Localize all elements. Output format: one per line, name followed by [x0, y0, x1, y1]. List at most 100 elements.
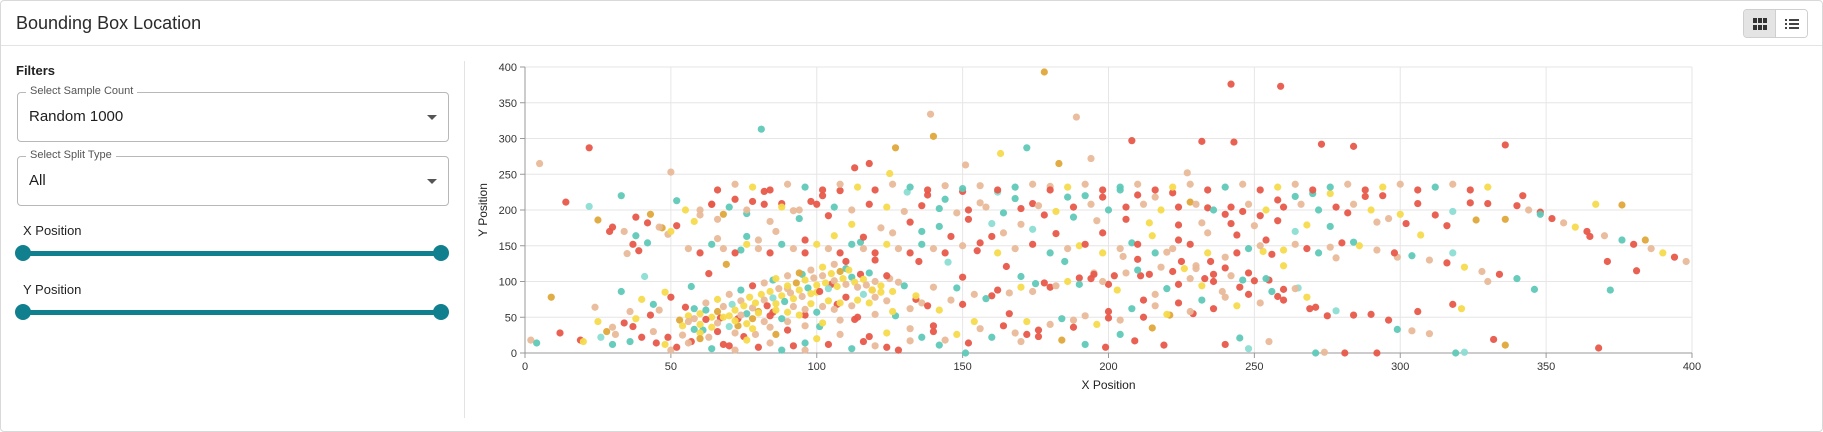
- scatter-point: [1314, 249, 1323, 257]
- scatter-point: [836, 267, 844, 276]
- scatter-point: [926, 110, 935, 118]
- scatter-point: [1186, 240, 1194, 248]
- scatter-point: [810, 274, 818, 282]
- y-tick-label: 150: [499, 241, 517, 253]
- scatter-point: [731, 306, 739, 314]
- scatter-point: [664, 333, 672, 341]
- scatter-point: [696, 206, 704, 214]
- scatter-point: [617, 192, 625, 200]
- grid-view-icon: [1752, 17, 1767, 30]
- scatter-point: [1163, 248, 1171, 256]
- scatter-point: [1449, 180, 1457, 188]
- scatter-point: [1256, 299, 1264, 307]
- scatter-point: [1201, 275, 1209, 283]
- scatter-point: [871, 342, 879, 350]
- scatter-point: [1259, 247, 1267, 256]
- scatter-point: [818, 186, 827, 194]
- scatter-point: [848, 206, 856, 214]
- scatter-point: [783, 317, 792, 326]
- scatter-point: [924, 191, 932, 199]
- scatter-point: [900, 282, 908, 290]
- scatter-point: [1314, 206, 1323, 214]
- scatter-point: [702, 299, 710, 307]
- y-tick-label: 350: [499, 98, 517, 110]
- scatter-point: [871, 277, 879, 286]
- scatter-point: [1221, 253, 1229, 261]
- scatter-point: [1122, 215, 1130, 223]
- scatter-point: [1595, 344, 1603, 352]
- scatter-point: [894, 245, 903, 253]
- scatter-point: [748, 197, 757, 206]
- scatter-point: [853, 296, 862, 304]
- scatter-point: [708, 323, 716, 331]
- scatter-point: [889, 180, 897, 188]
- scatter-point: [935, 204, 943, 213]
- scatter-point: [748, 325, 757, 333]
- scatter-point: [859, 275, 868, 283]
- y-position-track[interactable]: [23, 310, 441, 315]
- scatter-point: [795, 269, 803, 277]
- x-position-min-handle[interactable]: [15, 245, 31, 261]
- scatter-point: [929, 132, 938, 140]
- scatter-point: [763, 302, 771, 310]
- split-type-select[interactable]: Select Split Type All: [17, 149, 449, 206]
- scatter-point: [818, 263, 827, 271]
- y-position-label: Y Position: [23, 282, 82, 297]
- scatter-point: [713, 307, 722, 316]
- scatter-point: [1548, 214, 1556, 223]
- scatter-point: [641, 272, 649, 281]
- list-view-button[interactable]: [1775, 10, 1807, 37]
- scatter-point: [778, 346, 786, 354]
- scatter-point: [830, 260, 838, 268]
- scatter-point: [1005, 310, 1013, 318]
- x-position-track[interactable]: [23, 251, 441, 256]
- scatter-point: [813, 200, 821, 208]
- scatter-point: [713, 319, 722, 327]
- scatter-point: [1326, 189, 1334, 198]
- y-position-slider[interactable]: [15, 302, 449, 322]
- sample-count-select[interactable]: Select Sample Count Random 1000: [17, 85, 449, 142]
- scatter-point: [1618, 236, 1626, 244]
- scatter-point: [1034, 202, 1043, 210]
- scatter-point: [783, 272, 792, 280]
- scatter-point: [713, 327, 722, 336]
- y-position-max-handle[interactable]: [433, 304, 449, 320]
- scatter-point: [953, 330, 961, 339]
- scatter-point: [1536, 210, 1544, 218]
- scatter-point: [976, 182, 984, 190]
- x-position-max-handle[interactable]: [433, 245, 449, 261]
- scatter-point: [1274, 217, 1282, 225]
- scatter-point: [1449, 207, 1457, 216]
- scatter-point: [772, 330, 780, 339]
- scatter-point: [696, 320, 704, 328]
- scatter-point: [1262, 236, 1270, 244]
- scatter-point: [743, 310, 751, 318]
- grid-view-button[interactable]: [1744, 10, 1775, 37]
- scatter-point: [1075, 280, 1083, 288]
- scatter-point: [1029, 287, 1037, 296]
- y-position-min-handle[interactable]: [15, 304, 31, 320]
- scatter-point: [731, 180, 739, 188]
- scatter-point: [1052, 207, 1060, 216]
- scatter-point: [556, 329, 564, 337]
- scatter-point: [900, 207, 908, 216]
- scatter-point: [1169, 183, 1177, 191]
- scatter-point: [883, 329, 891, 337]
- scatter-point: [667, 168, 675, 176]
- scatter-point: [1209, 305, 1218, 313]
- scatter-point: [807, 290, 815, 298]
- scatter-point: [623, 250, 631, 258]
- scatter-point: [1064, 277, 1072, 286]
- scatter-point: [821, 279, 830, 287]
- scatter-point: [1513, 202, 1521, 210]
- scatter-point: [877, 282, 885, 290]
- scatter-point: [766, 287, 774, 296]
- scatter-point: [766, 339, 774, 347]
- scatter-point: [696, 310, 704, 318]
- scatter-point: [1501, 341, 1509, 349]
- scatter-point: [1256, 212, 1264, 220]
- scatter-point: [673, 222, 681, 230]
- x-position-slider[interactable]: [15, 243, 449, 263]
- scatter-point: [1017, 204, 1025, 213]
- scatter-point: [737, 311, 745, 319]
